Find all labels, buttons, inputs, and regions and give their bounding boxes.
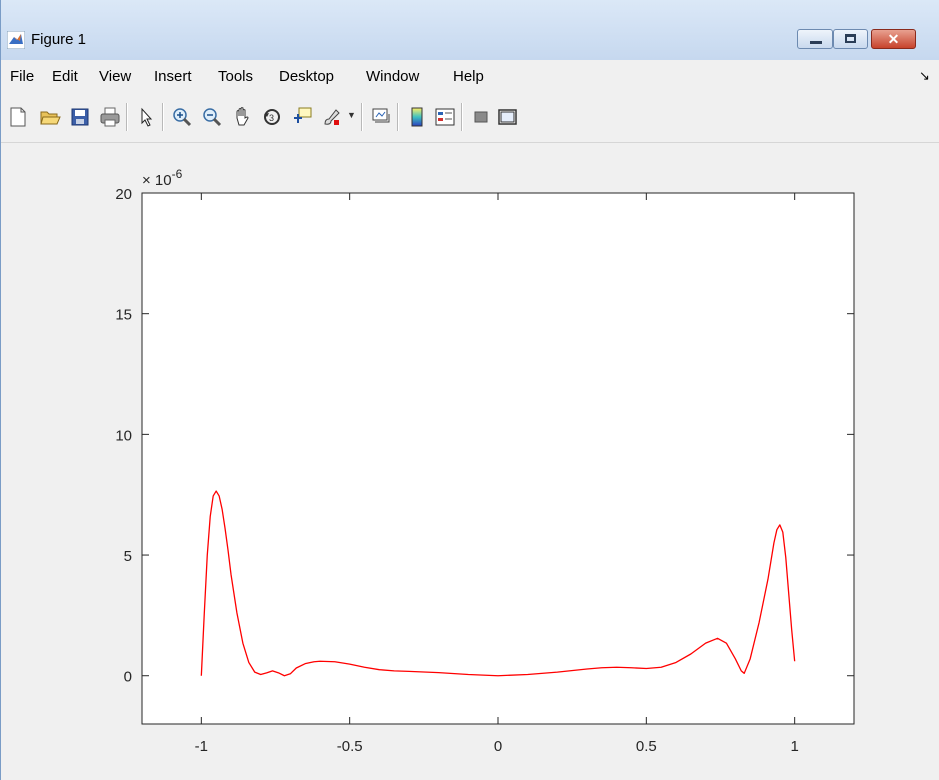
- legend-icon[interactable]: [434, 106, 456, 128]
- y-exponent-label: × 10-6: [142, 167, 183, 189]
- menu-window[interactable]: Window: [366, 68, 420, 85]
- figure-canvas: -1 -0.5 0 0.5 1 0 5 10 15 20 × 10-6: [11, 143, 939, 780]
- x-tick-label: 1: [790, 738, 798, 755]
- x-tick-label: -0.5: [337, 738, 363, 755]
- menu-file[interactable]: File: [10, 68, 35, 85]
- menu-edit[interactable]: Edit: [52, 68, 78, 85]
- toolbar-separator: [397, 103, 399, 131]
- series-group: [200, 490, 796, 677]
- window-title: Figure 1: [31, 31, 87, 48]
- dock-arrow-icon[interactable]: ↘: [919, 68, 930, 83]
- colorbar-icon[interactable]: [406, 106, 428, 128]
- minimize-button[interactable]: [797, 29, 833, 49]
- pointer-icon[interactable]: [135, 106, 157, 128]
- zoom-out-icon[interactable]: [201, 106, 223, 128]
- pan-hand-icon[interactable]: [231, 106, 253, 128]
- minimize-icon: [810, 41, 822, 44]
- axes-background[interactable]: [142, 193, 854, 724]
- save-icon[interactable]: [69, 106, 91, 128]
- link-plot-icon[interactable]: [370, 106, 392, 128]
- hide-plot-tools-icon[interactable]: [470, 106, 492, 128]
- x-tick-label: -1: [195, 738, 208, 755]
- show-plot-tools-icon[interactable]: [496, 106, 518, 128]
- line-chart: -1 -0.5 0 0.5 1 0 5 10 15 20 × 10-6: [115, 167, 855, 755]
- figure-toolbar: 3 ▼: [1, 96, 939, 143]
- data-cursor-icon[interactable]: [291, 106, 313, 128]
- menu-insert[interactable]: Insert: [154, 68, 192, 85]
- rotate-3d-icon[interactable]: 3: [261, 106, 283, 128]
- y-tick-label: 10: [115, 427, 132, 444]
- zoom-in-icon[interactable]: [171, 106, 193, 128]
- close-button[interactable]: ✕: [871, 29, 916, 49]
- open-file-icon[interactable]: [39, 106, 61, 128]
- toolbar-separator: [361, 103, 363, 131]
- brush-dropdown-icon[interactable]: ▼: [347, 110, 356, 120]
- y-tick-label: 5: [124, 548, 132, 565]
- title-bar[interactable]: Figure 1 ✕: [1, 0, 939, 60]
- series-line[interactable]: [200, 490, 796, 677]
- toolbar-separator: [162, 103, 164, 131]
- menu-view[interactable]: View: [99, 68, 132, 85]
- menu-desktop[interactable]: Desktop: [279, 68, 335, 85]
- y-tick-label: 15: [115, 307, 132, 324]
- y-tick-label: 0: [124, 669, 132, 686]
- close-icon: ✕: [887, 31, 900, 47]
- toolbar-separator: [126, 103, 128, 131]
- x-tick-label: 0: [494, 738, 502, 755]
- menu-bar: File Edit View Insert Tools Desktop Wind…: [1, 62, 939, 94]
- brush-icon[interactable]: [321, 106, 343, 128]
- tick-marks: [142, 192, 854, 724]
- x-tick-label: 0.5: [636, 738, 657, 755]
- new-figure-icon[interactable]: [7, 106, 29, 128]
- svg-text:3: 3: [269, 113, 274, 123]
- menu-help[interactable]: Help: [453, 68, 484, 85]
- print-icon[interactable]: [99, 106, 121, 128]
- x-tick-labels: -1 -0.5 0 0.5 1: [195, 738, 799, 755]
- y-tick-label: 20: [115, 186, 132, 203]
- matlab-logo-icon: [7, 31, 25, 49]
- toolbar-separator: [461, 103, 463, 131]
- y-tick-labels: 0 5 10 15 20: [115, 186, 132, 686]
- maximize-icon: [845, 34, 856, 43]
- maximize-button[interactable]: [833, 29, 868, 49]
- menu-tools[interactable]: Tools: [218, 68, 254, 85]
